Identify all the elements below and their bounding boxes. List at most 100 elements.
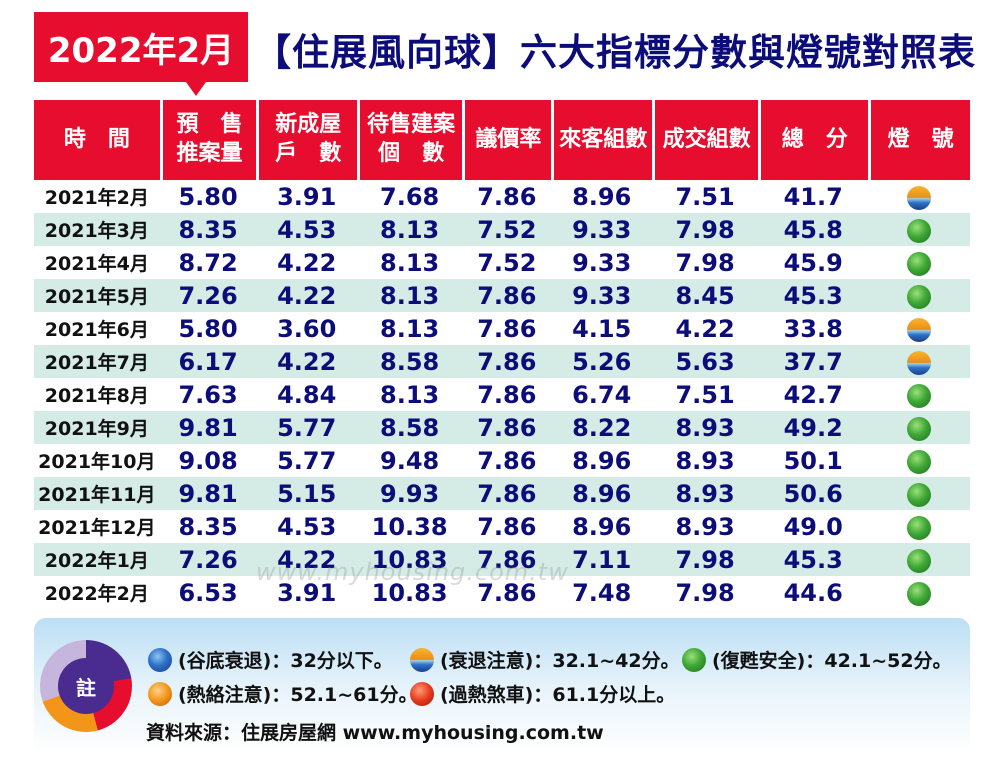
green-light-icon <box>907 383 932 408</box>
row-signal <box>868 444 970 477</box>
blue-light-icon <box>148 647 172 672</box>
green-light-icon <box>907 284 932 309</box>
row-date: 2021年12月 <box>38 517 156 539</box>
row-score: 49.0 <box>783 512 843 541</box>
note-panel <box>34 618 970 754</box>
row-score: 50.1 <box>783 446 843 475</box>
legend-text: (復甦安全)：42.1~52分。 <box>712 650 952 672</box>
row-score: 5.80 <box>178 314 238 343</box>
yellow-blue-light-icon <box>907 185 932 210</box>
legend-text: (過熱煞車)：61.1分以上。 <box>440 684 676 706</box>
row-score: 8.35 <box>178 512 238 541</box>
month-badge-text: 2022年2月 <box>47 30 235 71</box>
note-label: 註 <box>58 658 114 714</box>
row-score: 45.3 <box>758 543 869 576</box>
row-score: 4.53 <box>277 512 337 541</box>
row-score: 7.86 <box>462 477 552 510</box>
row-score: 8.13 <box>380 314 440 343</box>
column-header-text: 個 數 <box>378 141 445 166</box>
row-date: 2021年10月 <box>38 451 156 473</box>
row-score: 7.26 <box>159 279 257 312</box>
row-score: 7.68 <box>380 182 440 211</box>
row-score: 9.33 <box>551 213 652 246</box>
row-signal <box>868 213 970 246</box>
green-light-icon <box>907 482 932 507</box>
column-header: 總 分 <box>758 100 869 180</box>
row-score: 7.86 <box>477 512 537 541</box>
table-row: 2022年1月 7.26 4.22 10.83 7.86 7.11 7.98 45.3 <box>34 543 970 576</box>
row-score: 7.86 <box>462 411 552 444</box>
row-score: 3.91 <box>277 182 337 211</box>
row-score: 7.51 <box>675 182 735 211</box>
row-date: 2021年2月 <box>44 187 149 209</box>
column-header: 預 售推案量 <box>159 100 257 180</box>
table-row: 2021年3月 8.35 4.53 8.13 7.52 9.33 7.98 45.8 <box>34 213 970 246</box>
column-header: 成交組數 <box>652 100 759 180</box>
column-header: 燈 號 <box>868 100 970 180</box>
legend-item-heated-warning: (熱絡注意)：52.1~61分。 <box>148 680 418 707</box>
row-score: 4.22 <box>256 279 357 312</box>
row-score: 6.17 <box>159 345 257 378</box>
table-row: 2021年11月 9.81 5.15 9.93 7.86 8.96 8.93 50.6 <box>34 477 970 510</box>
row-score: 4.84 <box>277 380 337 409</box>
yellow-blue-light-icon <box>410 647 434 672</box>
row-score: 6.53 <box>178 578 238 607</box>
row-score: 7.86 <box>477 446 537 475</box>
table-row: 2021年4月 8.72 4.22 8.13 7.52 9.33 7.98 45.9 <box>34 246 970 279</box>
row-signal <box>868 180 970 213</box>
row-score: 9.81 <box>159 477 257 510</box>
row-score: 5.77 <box>256 411 357 444</box>
row-score: 7.26 <box>159 543 257 576</box>
column-header: 議價率 <box>462 100 552 180</box>
row-score: 7.86 <box>477 182 537 211</box>
row-score: 9.93 <box>356 477 463 510</box>
row-score: 8.93 <box>652 411 759 444</box>
column-header-text: 議價率 <box>475 126 542 152</box>
row-score: 8.93 <box>652 477 759 510</box>
row-score: 7.86 <box>477 578 537 607</box>
row-score: 4.53 <box>256 213 357 246</box>
row-signal <box>868 411 970 444</box>
row-score: 7.86 <box>462 345 552 378</box>
row-score: 50.6 <box>758 477 869 510</box>
row-score: 8.96 <box>572 182 632 211</box>
row-score: 7.86 <box>477 314 537 343</box>
row-score: 7.98 <box>652 213 759 246</box>
row-score: 42.7 <box>783 380 843 409</box>
row-date: 2021年3月 <box>34 213 160 246</box>
row-score: 5.15 <box>256 477 357 510</box>
row-score: 49.2 <box>758 411 869 444</box>
table-body: 2021年2月 5.80 3.91 7.68 7.86 8.96 7.51 41.7 2021年… <box>34 180 970 609</box>
row-score: 8.58 <box>356 345 463 378</box>
yellow-blue-light-icon <box>907 317 932 342</box>
column-header-text: 總 分 <box>781 126 848 152</box>
legend-item-bottom-recession: (谷底衰退)：32分以下。 <box>148 646 393 673</box>
row-score: 7.86 <box>462 543 552 576</box>
row-date: 2021年8月 <box>44 385 149 407</box>
column-header-text: 推案量 <box>176 141 243 166</box>
column-header: 時 間 <box>34 100 160 180</box>
yellow-blue-light-icon <box>907 350 932 375</box>
row-score: 10.38 <box>371 512 448 541</box>
row-score: 7.86 <box>477 380 537 409</box>
row-signal <box>868 543 970 576</box>
row-date: 2022年2月 <box>44 583 149 605</box>
row-score: 7.51 <box>675 380 735 409</box>
row-score: 44.6 <box>783 578 843 607</box>
table-row: 2021年2月 5.80 3.91 7.68 7.86 8.96 7.51 41.7 <box>34 180 970 213</box>
row-score: 8.72 <box>178 248 238 277</box>
row-signal <box>868 279 970 312</box>
column-header-text: 待售建案 <box>367 112 456 138</box>
legend-text: (熱絡注意)：52.1~61分。 <box>178 684 418 706</box>
row-signal <box>868 246 970 279</box>
row-score: 5.26 <box>551 345 652 378</box>
row-score: 4.15 <box>572 314 632 343</box>
row-date: 2021年4月 <box>44 253 149 275</box>
row-score: 37.7 <box>758 345 869 378</box>
green-light-icon <box>907 581 932 606</box>
row-score: 8.13 <box>356 279 463 312</box>
row-score: 6.74 <box>572 380 632 409</box>
row-score: 9.48 <box>380 446 440 475</box>
page-title: 【住展風向球】六大指標分數與燈號對照表 <box>254 31 976 74</box>
table-row: 2021年10月 9.08 5.77 9.48 7.86 8.96 8.93 50.1 <box>34 444 970 477</box>
